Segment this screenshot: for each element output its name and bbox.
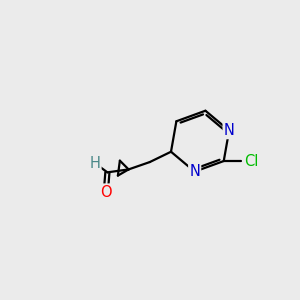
- Text: H: H: [90, 156, 101, 171]
- Text: O: O: [100, 184, 112, 200]
- Text: N: N: [224, 123, 235, 138]
- Text: N: N: [189, 164, 200, 179]
- Text: Cl: Cl: [244, 154, 258, 169]
